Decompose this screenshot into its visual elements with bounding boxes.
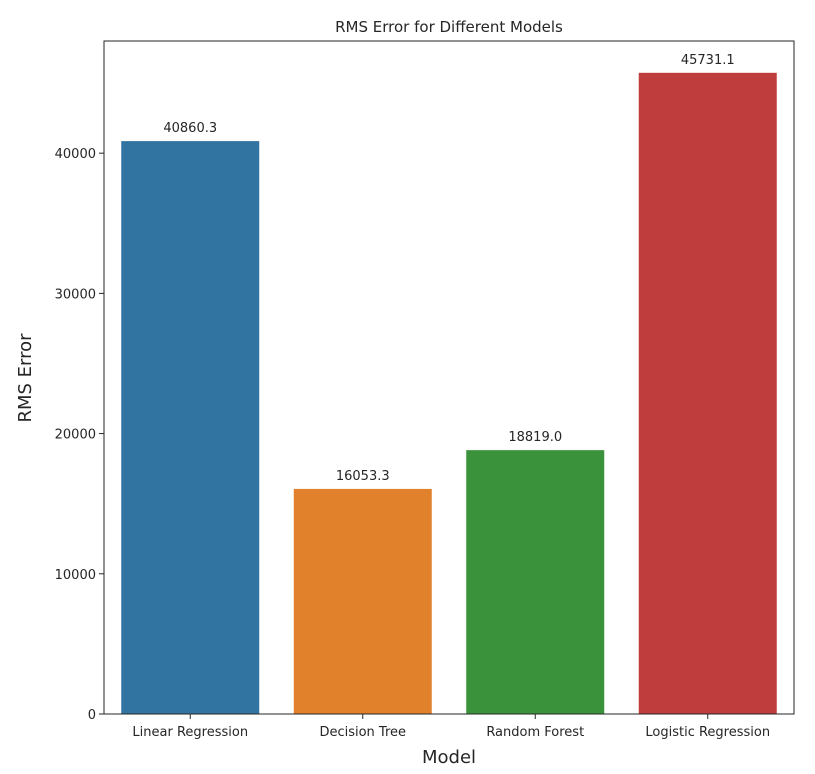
- y-tick-label: 0: [88, 708, 96, 723]
- y-tick-label: 40000: [55, 147, 96, 162]
- x-tick-label: Random Forest: [486, 725, 584, 740]
- bar: [638, 72, 777, 714]
- x-tick-label: Decision Tree: [319, 725, 406, 740]
- y-axis-label: RMS Error: [15, 333, 36, 423]
- bar-value-label: 40860.3: [163, 121, 217, 136]
- bar-value-label: 45731.1: [681, 53, 735, 68]
- chart-title: RMS Error for Different Models: [335, 18, 563, 36]
- plot-frame: [103, 40, 795, 715]
- bar: [466, 450, 605, 714]
- bar-value-label: 16053.3: [336, 469, 390, 484]
- x-axis: Linear Regression Decision Tree Random For…: [132, 714, 770, 740]
- y-tick-label: 30000: [55, 287, 96, 302]
- x-tick-label: Logistic Regression: [645, 725, 770, 740]
- y-tick-label: 20000: [55, 428, 96, 443]
- bar: [121, 141, 260, 714]
- bars-layer: [121, 72, 777, 714]
- bar-value-label: 18819.0: [508, 430, 562, 445]
- x-tick-label: Linear Regression: [132, 725, 248, 740]
- y-axis: 0 10000 20000 30000 40000: [55, 147, 104, 723]
- data-labels-layer: 40860.3 16053.3 18819.0 45731.1: [163, 53, 734, 484]
- y-tick-label: 10000: [55, 568, 96, 583]
- x-axis-label: Model: [422, 747, 476, 768]
- bar: [293, 488, 432, 714]
